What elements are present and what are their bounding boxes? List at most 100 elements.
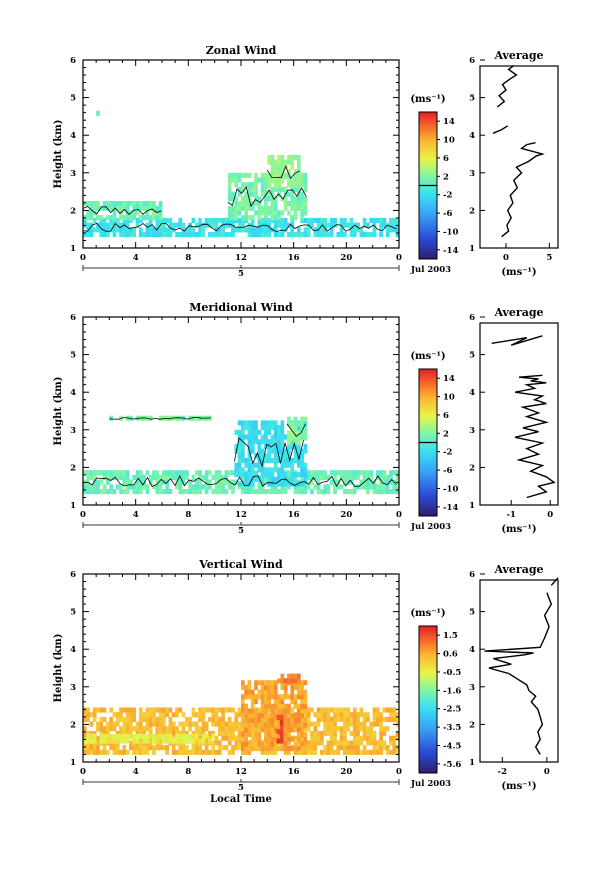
heatmap-cell	[287, 159, 291, 165]
heatmap-cell	[237, 707, 242, 713]
heatmap-cell	[280, 467, 285, 473]
heatmap-cell	[326, 726, 331, 732]
heatmap-cell	[175, 232, 179, 238]
heatmap-cell	[214, 227, 219, 233]
colorbar-tick-label: -4.5	[443, 741, 461, 751]
heatmap-cell	[283, 749, 288, 755]
heatmap-cell	[290, 727, 295, 733]
heatmap-cell	[366, 726, 370, 732]
heatmap-cell	[277, 467, 281, 473]
heatmap-cell	[287, 416, 291, 422]
heatmap-cell	[375, 740, 380, 746]
heatmap-cell	[257, 680, 262, 686]
heatmap-cell	[119, 707, 123, 713]
heatmap-cell	[267, 707, 272, 713]
heatmap-cell	[241, 172, 245, 178]
heatmap-cell	[234, 726, 239, 732]
heatmap-cell	[231, 707, 235, 713]
heatmap-cell	[339, 707, 344, 713]
heatmap-cell	[214, 712, 219, 718]
heatmap-cell	[86, 474, 90, 481]
heatmap-cell	[389, 740, 393, 746]
heatmap-cell	[191, 749, 196, 755]
heatmap-cell	[257, 736, 262, 742]
heatmap-cell	[323, 745, 327, 751]
heatmap-cell	[138, 721, 143, 727]
heatmap-cell	[244, 489, 248, 495]
heatmap-cell	[132, 227, 137, 233]
heatmap-cell	[250, 420, 255, 426]
heatmap-cell	[227, 222, 232, 228]
heatmap-cell	[119, 232, 123, 238]
heatmap-cell	[372, 484, 377, 490]
heatmap-cell	[280, 425, 285, 431]
heatmap-cell	[379, 470, 383, 476]
heatmap-cell	[119, 227, 123, 233]
heatmap-cell	[372, 707, 377, 713]
heatmap-cell	[198, 735, 202, 741]
heatmap-cell	[392, 707, 397, 713]
contour-line	[82, 206, 162, 215]
heatmap-cell	[323, 470, 327, 476]
heatmap-cell	[280, 472, 285, 478]
heatmap-cell	[375, 470, 380, 476]
heatmap-cell	[346, 721, 351, 727]
heatmap-cell	[102, 749, 107, 755]
heatmap-cell	[395, 735, 400, 741]
heatmap-cell	[201, 730, 206, 737]
heatmap-cell	[293, 749, 298, 755]
heatmap-cell	[273, 173, 278, 179]
heatmap-cell	[326, 745, 331, 751]
heatmap-cell	[237, 217, 242, 224]
heatmap-cell	[165, 227, 169, 233]
heatmap-cell	[349, 740, 354, 746]
heatmap-cell	[277, 481, 281, 487]
heatmap-cell	[264, 694, 268, 700]
heatmap-cell	[343, 707, 347, 713]
heatmap-cell	[395, 232, 400, 238]
heatmap-cell	[125, 217, 130, 224]
heatmap-cell	[83, 484, 87, 490]
heatmap-cell	[234, 721, 239, 727]
heatmap-cell	[287, 470, 291, 476]
heatmap-cell	[264, 727, 268, 733]
average-unit: (ms⁻¹)	[501, 267, 536, 278]
heatmap-cell	[359, 712, 364, 718]
heatmap-cell	[188, 489, 193, 495]
heatmap-cell	[280, 694, 285, 700]
heatmap-cell	[112, 201, 117, 207]
heatmap-cell	[273, 689, 278, 695]
heatmap-cell	[181, 738, 186, 744]
heatmap-cell	[208, 735, 212, 741]
heatmap-cell	[234, 712, 239, 718]
heatmap-cell	[250, 713, 255, 719]
heatmap-cell	[270, 217, 275, 224]
heatmap-cell	[83, 749, 87, 755]
heatmap-cell	[221, 227, 225, 233]
heatmap-cell	[329, 227, 334, 233]
heatmap-cell	[356, 745, 360, 751]
heatmap-cell	[366, 716, 370, 722]
heatmap-cell	[254, 182, 258, 188]
heatmap-cell	[395, 470, 400, 476]
heatmap-cell	[385, 489, 390, 495]
heatmap-cell	[366, 222, 370, 228]
heatmap-cell	[208, 730, 212, 737]
heatmap-cell	[99, 749, 104, 755]
heatmap-cell	[257, 707, 262, 713]
heatmap-cell	[349, 749, 354, 755]
heatmap-cell	[122, 707, 127, 713]
heatmap-cell	[264, 205, 268, 211]
heatmap-cell	[211, 222, 216, 228]
heatmap-cell	[336, 232, 341, 238]
average-y-tick-label: 2	[469, 463, 475, 473]
heatmap-cell	[264, 472, 268, 478]
heatmap-cell	[142, 726, 146, 732]
heatmap-cell	[250, 191, 255, 197]
heatmap-cell	[115, 205, 120, 211]
heatmap-cell	[168, 474, 173, 481]
heatmap-cell	[234, 210, 239, 216]
x-tick-label: 4	[133, 767, 139, 777]
heatmap-cell	[382, 740, 387, 746]
